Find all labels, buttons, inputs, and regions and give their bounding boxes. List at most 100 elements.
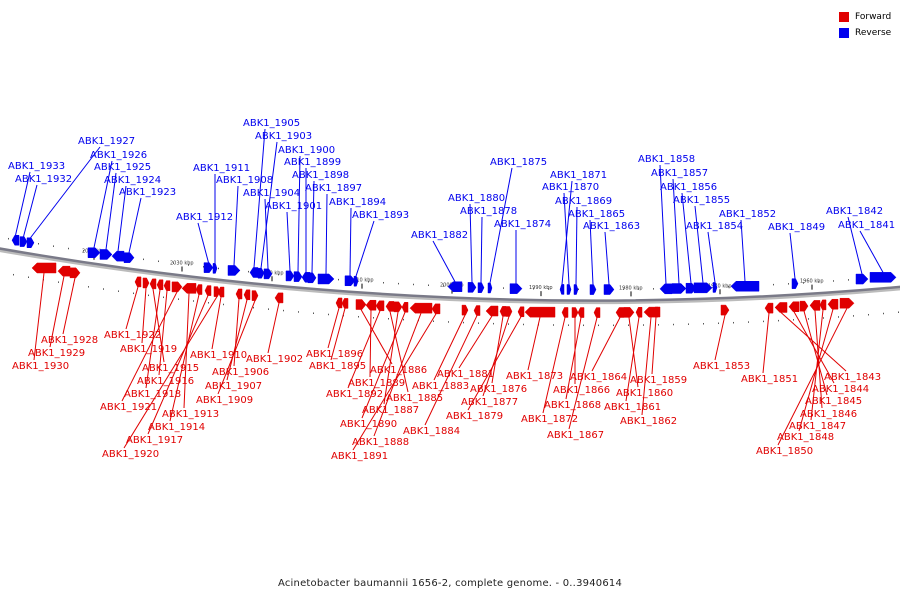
minor-tick — [493, 322, 494, 325]
minor-tick — [703, 323, 704, 325]
forward-leader-line — [141, 287, 147, 344]
minor-tick — [748, 321, 749, 323]
forward-gene-arrow — [341, 298, 349, 309]
minor-tick — [68, 247, 69, 250]
minor-tick — [643, 324, 644, 326]
forward-leader-line — [233, 298, 240, 367]
reverse-gene-arrow — [589, 284, 597, 295]
reverse-gene-arrow — [212, 263, 218, 274]
forward-gene-arrow — [195, 284, 203, 295]
minor-tick — [193, 300, 194, 302]
reverse-gene-arrow — [123, 252, 135, 263]
forward-gene-arrow — [505, 306, 513, 317]
forward-leader-line — [591, 317, 621, 372]
forward-leader-line — [121, 291, 178, 402]
minor-tick — [58, 281, 59, 283]
minor-tick — [463, 321, 464, 324]
forward-gene-label: ABK1_1919 — [120, 344, 177, 355]
reverse-leader-line — [286, 211, 291, 271]
minor-tick — [793, 319, 794, 321]
minor-tick — [658, 324, 659, 326]
minor-tick — [53, 245, 54, 247]
reverse-gene-label: ABK1_1923 — [119, 187, 176, 198]
forward-leader-line — [625, 317, 640, 402]
minor-tick — [328, 313, 329, 316]
forward-gene-label: ABK1_1920 — [102, 449, 159, 460]
reverse-gene-arrow — [573, 284, 579, 295]
minor-tick — [443, 285, 444, 287]
forward-gene-label: ABK1_1884 — [403, 426, 460, 437]
forward-gene-label: ABK1_1885 — [386, 393, 443, 404]
forward-leader-line — [352, 313, 437, 451]
forward-swatch — [839, 12, 849, 22]
forward-gene-arrow — [251, 290, 259, 301]
forward-gene-label: ABK1_1877 — [461, 397, 518, 408]
minor-tick — [248, 270, 249, 273]
forward-gene-arrow — [764, 302, 774, 314]
reverse-gene-arrow — [509, 283, 523, 294]
minor-tick — [223, 303, 224, 306]
minor-tick — [623, 288, 624, 290]
forward-leader-line — [125, 286, 139, 330]
minor-tick — [388, 317, 389, 320]
forward-leader-line — [33, 272, 45, 361]
reverse-gene-arrow — [19, 236, 28, 247]
forward-gene-arrow — [593, 307, 601, 318]
minor-tick — [278, 273, 279, 276]
forward-gene-label: ABK1_1872 — [521, 414, 578, 425]
reverse-gene-label: ABK1_1932 — [15, 174, 72, 185]
reverse-leader-line — [432, 240, 456, 282]
forward-leader-line — [433, 314, 466, 381]
forward-leader-line — [542, 317, 566, 414]
minor-tick — [88, 286, 89, 288]
forward-gene-arrow — [401, 302, 409, 313]
minor-tick — [803, 282, 804, 284]
legend: Forward Reverse — [839, 9, 891, 41]
forward-gene-label: ABK1_1888 — [352, 437, 409, 448]
minor-tick — [38, 242, 39, 245]
reverse-gene-label: ABK1_1841 — [838, 220, 895, 231]
forward-leader-line — [651, 316, 657, 375]
minor-tick — [428, 284, 429, 286]
minor-tick — [103, 288, 104, 290]
reverse-leader-line — [707, 231, 716, 283]
forward-leader-line — [147, 295, 209, 435]
forward-gene-arrow — [720, 304, 730, 316]
reverse-gene-arrow — [307, 272, 317, 284]
forward-gene-arrow — [217, 286, 225, 298]
minor-tick — [808, 318, 809, 320]
reverse-gene-label: ABK1_1857 — [651, 168, 708, 179]
minor-tick — [83, 250, 84, 252]
reverse-gene-arrow — [791, 278, 799, 289]
forward-leader-line — [641, 317, 652, 416]
forward-gene-label: ABK1_1916 — [137, 376, 194, 387]
minor-tick — [733, 321, 734, 324]
reverse-gene-arrow — [203, 262, 214, 273]
minor-tick — [313, 312, 314, 314]
forward-gene-label: ABK1_1867 — [547, 430, 604, 441]
minor-tick — [718, 322, 719, 325]
reverse-gene-arrow — [477, 282, 485, 293]
forward-leader-line — [424, 315, 478, 426]
forward-gene-arrow — [335, 297, 343, 309]
minor-tick — [628, 324, 629, 326]
reverse-leader-line — [604, 231, 610, 285]
forward-leader-line — [361, 312, 406, 419]
minor-tick — [433, 320, 434, 322]
forward-leader-line — [347, 310, 381, 389]
genome-caption: Acinetobacter baumannii 1656-2, complete… — [277, 578, 623, 589]
reverse-leader-line — [659, 164, 667, 284]
forward-gene-arrow — [571, 307, 579, 318]
reverse-gene-label: ABK1_1904 — [243, 188, 300, 199]
scale-label: 1960 kbp — [800, 279, 824, 285]
forward-gene-label: ABK1_1848 — [777, 432, 834, 443]
legend-reverse-label: Reverse — [855, 28, 892, 38]
reverse-gene-label: ABK1_1880 — [448, 193, 505, 204]
forward-leader-line — [714, 314, 726, 361]
forward-leader-line — [62, 277, 76, 335]
forward-gene-arrow — [375, 300, 385, 312]
forward-gene-arrow — [243, 289, 251, 301]
minor-tick — [838, 316, 839, 318]
forward-gene-arrow — [163, 280, 171, 291]
minor-tick — [523, 323, 524, 326]
